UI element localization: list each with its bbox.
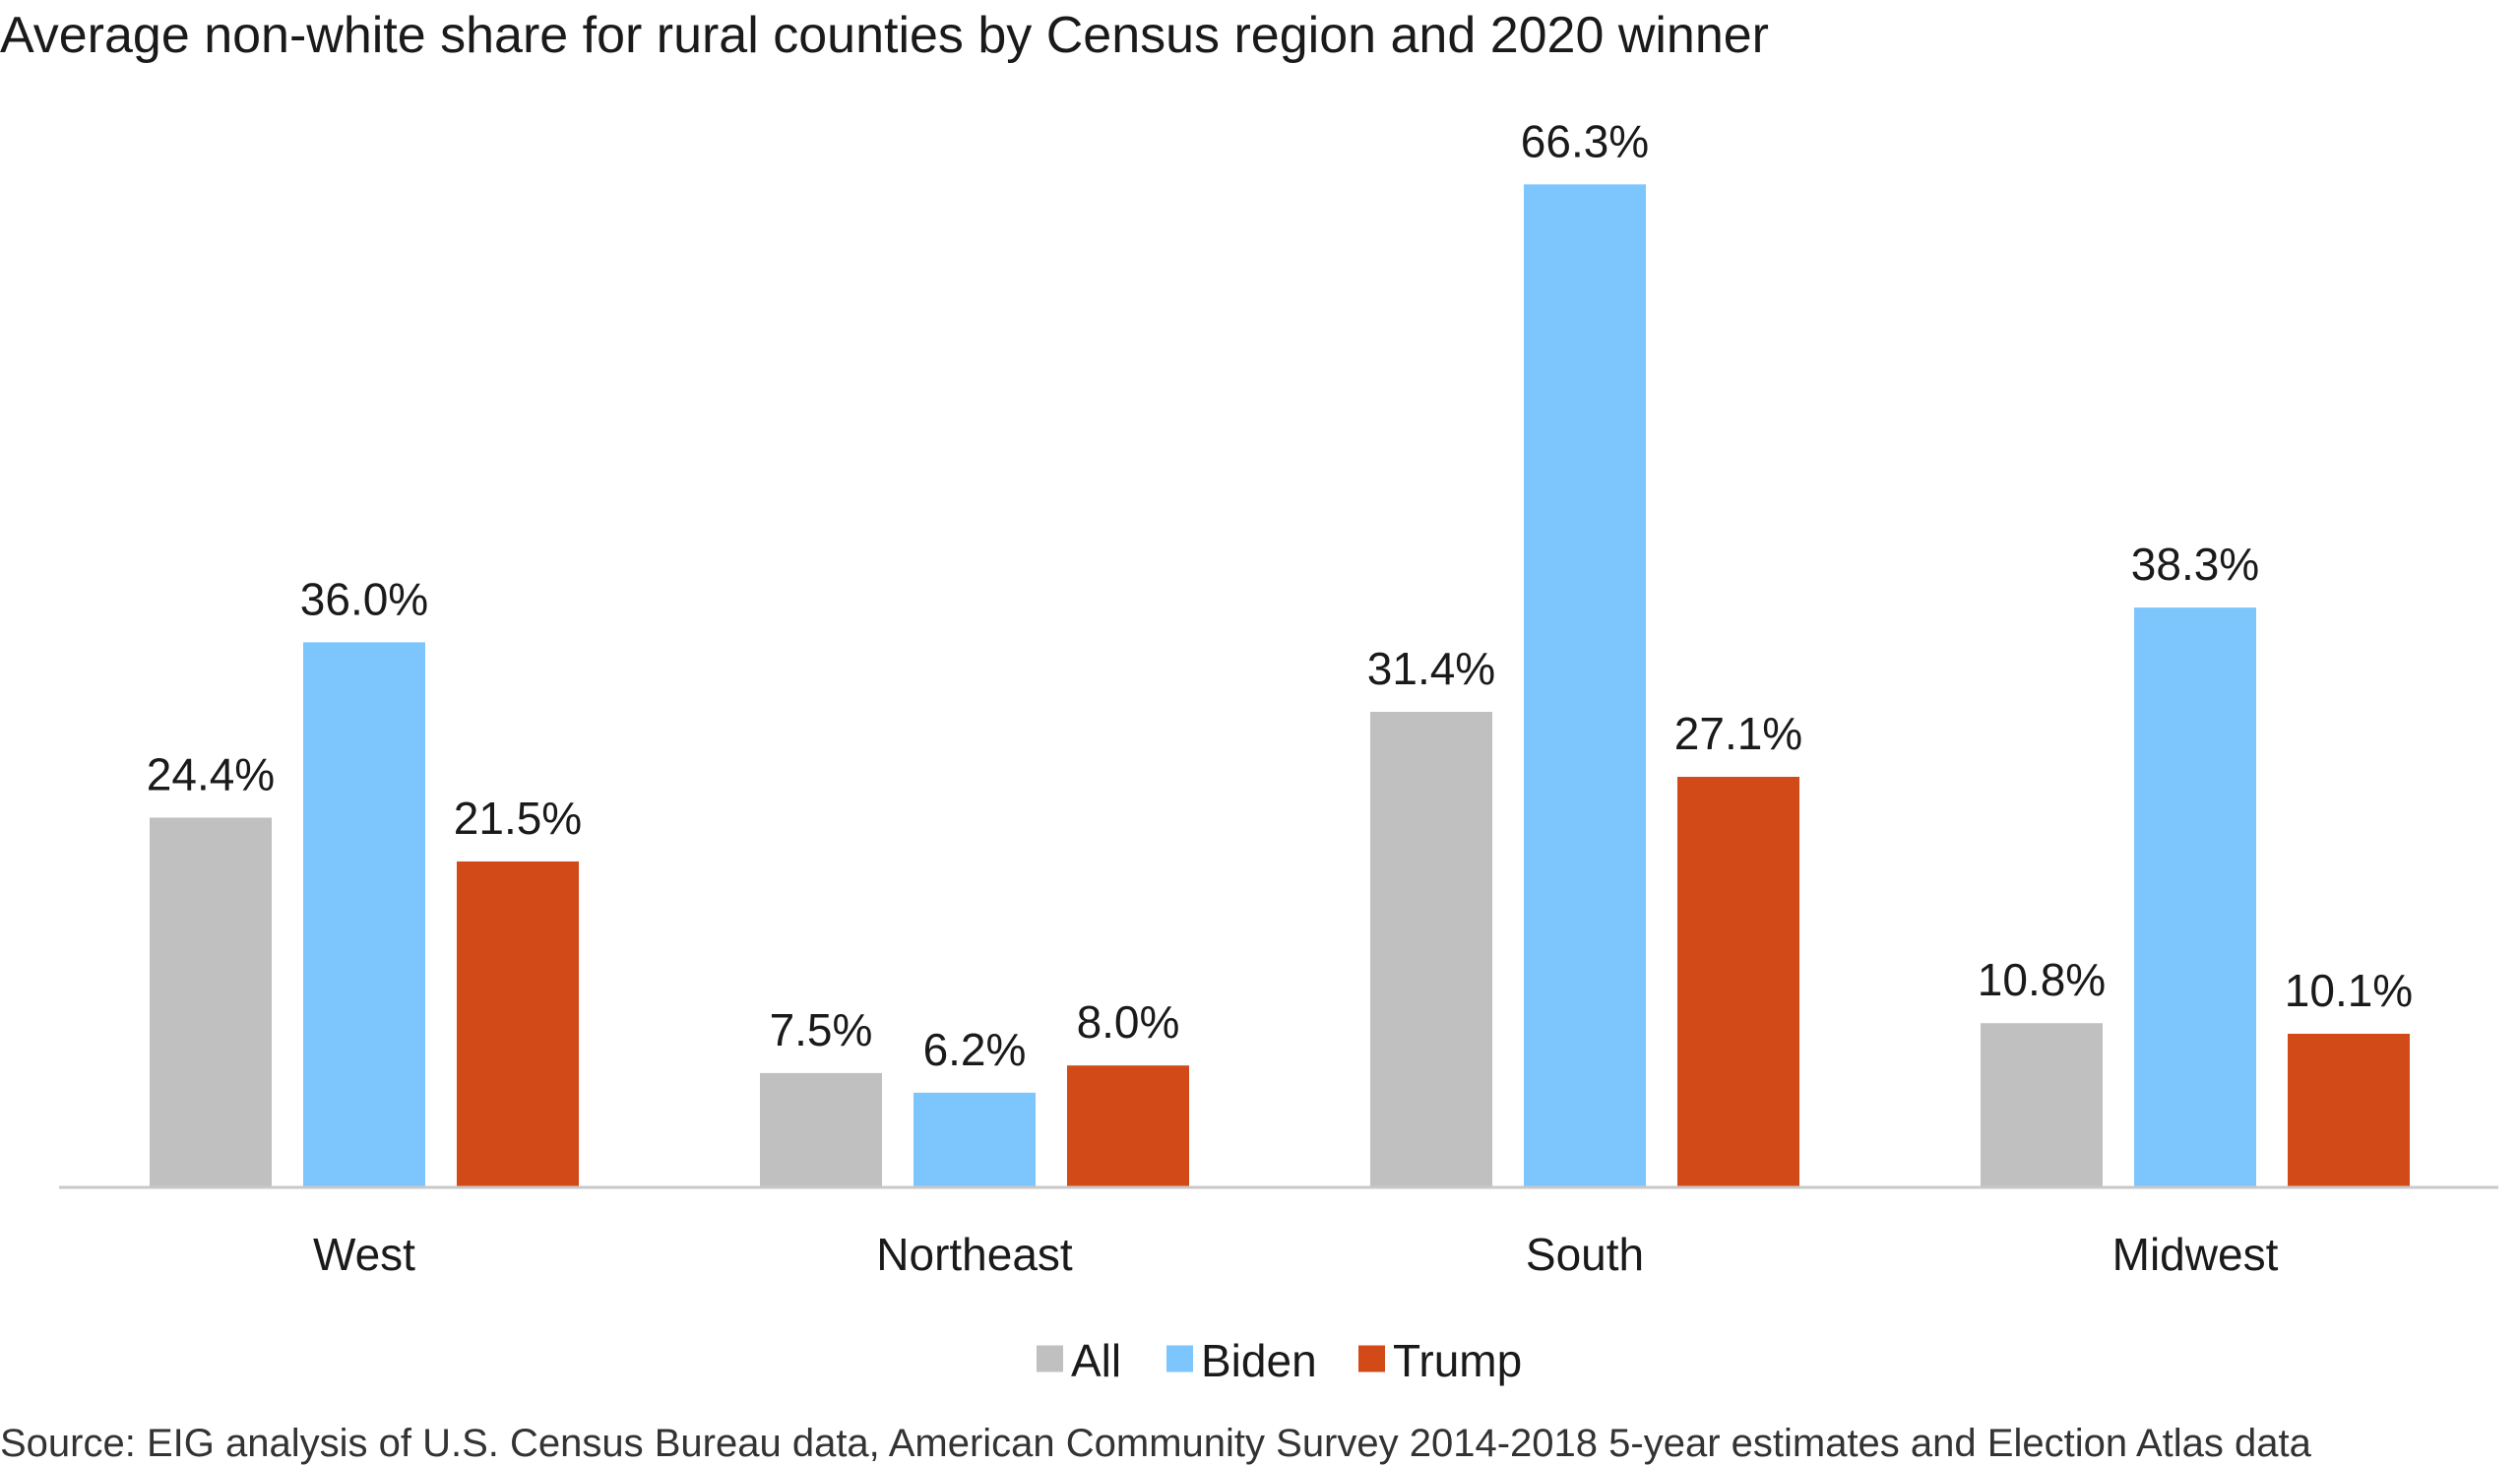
legend-swatch-biden — [1166, 1345, 1193, 1372]
bar-northeast-trump — [1067, 1065, 1189, 1186]
data-label-midwest-biden: 38.3% — [2131, 539, 2259, 590]
bar-midwest-biden — [2134, 607, 2256, 1186]
legend: All Biden Trump — [1037, 1335, 1522, 1386]
bars-layer — [150, 184, 2410, 1187]
data-label-midwest-trump: 10.1% — [2285, 965, 2413, 1016]
data-label-northeast-trump: 8.0% — [1077, 996, 1180, 1048]
data-label-south-biden: 66.3% — [1521, 115, 1649, 166]
data-label-south-trump: 27.1% — [1674, 708, 1802, 759]
legend-label-all: All — [1071, 1335, 1121, 1386]
bar-south-all — [1370, 712, 1492, 1186]
data-label-west-trump: 21.5% — [454, 793, 582, 844]
category-label-northeast: Northeast — [876, 1229, 1073, 1280]
category-labels-layer: West Northeast South Midwest — [313, 1229, 2279, 1280]
data-labels-layer: 24.4% 36.0% 21.5% 7.5% 6.2% 8.0% 31.4% 66.3% 27.… — [147, 115, 2413, 1075]
bar-west-all — [150, 817, 272, 1186]
data-label-south-all: 31.4% — [1367, 643, 1495, 694]
legend-label-trump: Trump — [1393, 1335, 1522, 1386]
bar-south-biden — [1524, 184, 1646, 1187]
source-note: Source: EIG analysis of U.S. Census Bure… — [0, 1422, 2311, 1465]
data-label-midwest-all: 10.8% — [1978, 954, 2106, 1005]
legend-swatch-all — [1037, 1345, 1063, 1372]
category-label-midwest: Midwest — [2112, 1229, 2279, 1280]
chart-title: Average non-white share for rural counti… — [0, 7, 1769, 64]
data-label-northeast-all: 7.5% — [770, 1004, 873, 1055]
bar-northeast-all — [760, 1072, 882, 1186]
legend-swatch-trump — [1358, 1345, 1385, 1372]
bar-west-trump — [457, 860, 579, 1186]
bar-chart: 24.4% 36.0% 21.5% 7.5% 6.2% 8.0% 31.4% 66.3% 27.… — [59, 115, 2498, 1386]
bar-midwest-trump — [2288, 1033, 2410, 1186]
data-label-west-all: 24.4% — [147, 748, 275, 799]
category-label-south: South — [1526, 1229, 1644, 1280]
bar-south-trump — [1677, 777, 1799, 1186]
category-label-west: West — [313, 1229, 415, 1280]
bar-northeast-biden — [914, 1092, 1036, 1186]
data-label-west-biden: 36.0% — [300, 573, 428, 624]
bar-midwest-all — [1981, 1023, 2103, 1186]
bar-west-biden — [303, 642, 425, 1186]
legend-label-biden: Biden — [1201, 1335, 1317, 1386]
data-label-northeast-biden: 6.2% — [923, 1024, 1027, 1075]
